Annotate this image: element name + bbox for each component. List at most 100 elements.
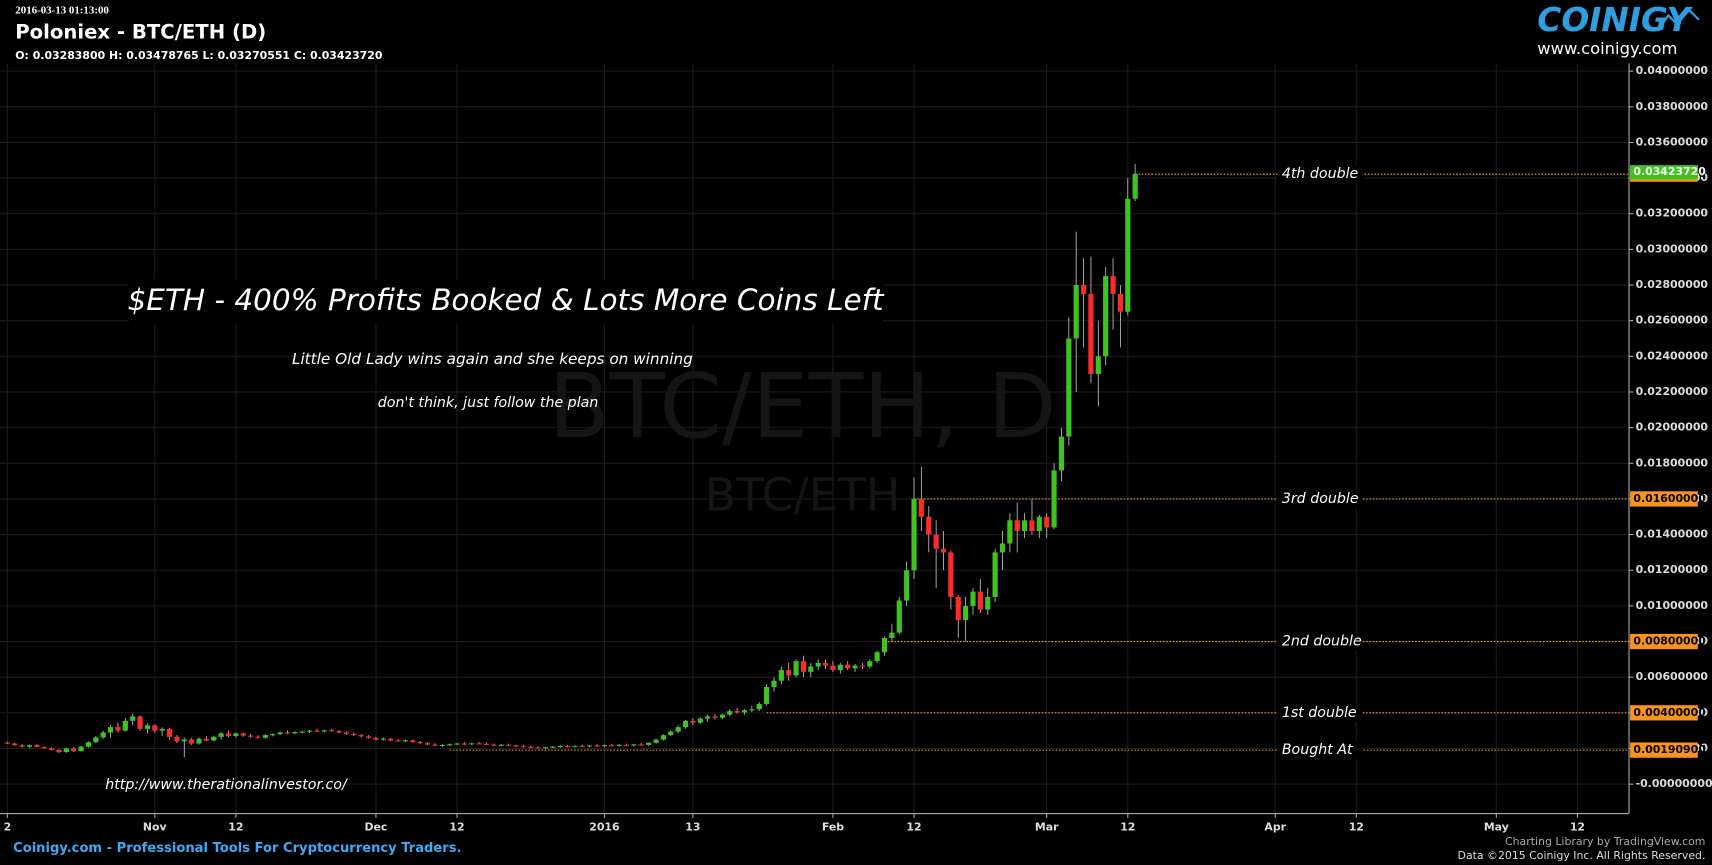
y-tick-label: 0.02000000 (1636, 421, 1709, 434)
candle-body (616, 744, 622, 746)
candle-body (380, 738, 386, 740)
x-tick-label: 2 (4, 821, 12, 834)
y-tick-label: 0.04000000 (1636, 64, 1709, 77)
candle-body (756, 703, 762, 710)
x-tick-label: Dec (364, 821, 387, 834)
candle-body (1051, 470, 1057, 528)
price-tag-label: 0.00800000 (1633, 635, 1706, 648)
watermark-small: BTC/ETH (705, 468, 901, 522)
candle-body (1022, 520, 1028, 532)
candle-body (852, 665, 858, 669)
candle-body (874, 652, 880, 662)
candle-body (1088, 293, 1094, 375)
candle-body (1103, 276, 1109, 357)
candle-body (1058, 436, 1065, 471)
candle-body (557, 745, 563, 748)
candle-body (329, 730, 335, 732)
y-tick-label: 0.02800000 (1636, 278, 1709, 291)
candle-body (631, 744, 637, 746)
candle-body (889, 632, 895, 638)
candle-body (830, 665, 836, 671)
candle-body (1029, 520, 1035, 532)
footer-link[interactable]: Coinigy.com - Professional Tools For Cry… (13, 841, 461, 856)
candle-body (506, 744, 512, 746)
candle-body (270, 734, 276, 736)
candle-body (926, 516, 932, 535)
timestamp: 2016-03-13 01:13:00 (15, 5, 109, 17)
candle-body (646, 742, 652, 745)
candle-body (41, 747, 47, 749)
y-tick-label: 0.01800000 (1636, 456, 1709, 469)
candle-body (351, 733, 357, 736)
price-tag (1630, 705, 1698, 721)
candle-body (837, 664, 843, 671)
candle-body (284, 732, 291, 734)
candle-body (513, 745, 519, 747)
candle-body (85, 742, 92, 747)
candle-body (977, 591, 983, 610)
level-label: 4th double (1282, 166, 1359, 182)
candle-body (1036, 516, 1042, 532)
candle-body (166, 728, 173, 737)
logo: COINIGY (1537, 1, 1693, 39)
candle-body (764, 686, 770, 704)
candle-body (896, 600, 902, 633)
candle-body (1014, 520, 1020, 532)
candle-body (734, 711, 740, 713)
candle-body (609, 745, 615, 747)
candle-body (705, 716, 711, 719)
candle-body (904, 570, 910, 601)
candle-body (469, 743, 475, 745)
candle-body (660, 735, 666, 740)
candle-body (115, 727, 121, 731)
candle-body (1044, 516, 1050, 528)
footer-copyright: Data ©2015 Coinigy Inc. All Rights Reser… (1458, 849, 1706, 862)
candle-body (343, 732, 350, 734)
candle-body (1066, 338, 1072, 437)
x-tick-label: Nov (143, 821, 167, 834)
candle-body (159, 728, 165, 731)
ohlc-readout: O: 0.03283800 H: 0.03478765 L: 0.0327055… (15, 49, 383, 62)
logo-icon (1656, 7, 1700, 32)
candle-body (601, 745, 608, 747)
candle-body (189, 739, 195, 744)
candle-body (63, 748, 69, 753)
candle-body (741, 710, 748, 713)
y-tick-label: 0.01200000 (1636, 563, 1709, 576)
candle-body (56, 749, 62, 753)
candle-body (203, 738, 209, 741)
candle-body (262, 735, 268, 738)
x-tick-label: 12 (906, 821, 921, 834)
candle-body (992, 552, 998, 597)
candle-body (542, 747, 549, 749)
candle-body (122, 720, 128, 731)
candle-body (12, 743, 18, 746)
candle-body (638, 744, 644, 746)
candle-body (476, 743, 482, 745)
candle-body (1125, 198, 1131, 312)
y-tick-label: -0.00000000 (1636, 777, 1712, 790)
candle-body (778, 670, 784, 681)
link[interactable]: http://www.therationalinvestor.co/ (105, 777, 349, 793)
candle-body (424, 743, 431, 745)
candle-body (395, 740, 401, 742)
candle-body (307, 730, 313, 732)
candle-body (93, 737, 99, 743)
level-label-bg (1277, 741, 1363, 759)
candle-body (970, 591, 976, 606)
y-tick-label: 0.03800000 (1636, 100, 1709, 113)
candle-body (579, 745, 585, 747)
candle-body (454, 743, 460, 745)
candle-body (292, 732, 298, 734)
price-tag (1630, 491, 1698, 507)
candle-body (911, 498, 917, 571)
candles (4, 164, 1138, 758)
candle-body (137, 716, 143, 729)
candle-body (985, 596, 991, 610)
candle-body (373, 737, 379, 740)
candle-body (240, 733, 246, 736)
candle-body (963, 605, 969, 621)
last-price-label: 0.03423720 (1633, 165, 1706, 178)
level-label: 3rd double (1282, 491, 1359, 507)
level-label-bg (1277, 165, 1363, 183)
